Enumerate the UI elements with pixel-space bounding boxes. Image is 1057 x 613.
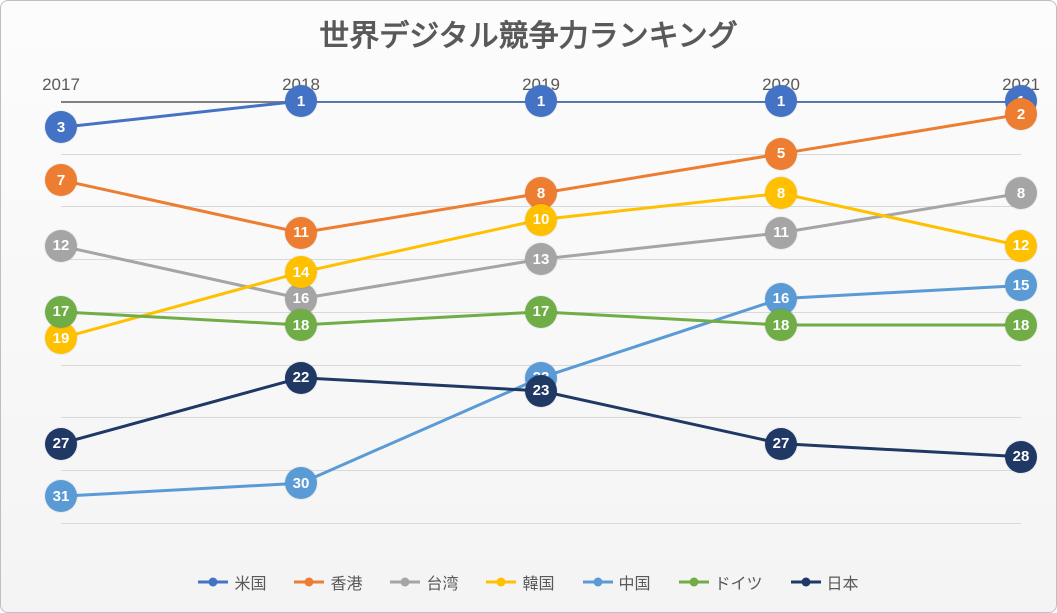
data-point-cn: 31 — [45, 480, 77, 512]
data-point-label: 14 — [293, 264, 310, 281]
data-point-tw: 13 — [525, 243, 557, 275]
legend-label: 米国 — [234, 570, 266, 594]
data-point-jp: 28 — [1005, 441, 1037, 473]
data-point-us: 1 — [525, 85, 557, 117]
data-point-label: 27 — [773, 435, 790, 452]
data-point-label: 15 — [1013, 277, 1030, 294]
x-axis-year-label: 2017 — [42, 75, 80, 95]
data-point-label: 28 — [1013, 448, 1030, 465]
data-point-jp: 23 — [525, 375, 557, 407]
data-point-cn: 30 — [285, 467, 317, 499]
data-point-hk: 5 — [765, 138, 797, 170]
data-point-kr: 12 — [1005, 230, 1037, 262]
data-point-tw: 12 — [45, 230, 77, 262]
legend-label: 台湾 — [426, 570, 458, 594]
data-point-label: 1 — [777, 93, 785, 110]
data-point-kr: 14 — [285, 256, 317, 288]
data-point-tw: 8 — [1005, 177, 1037, 209]
plot-area: 2017201820192020202131111711852121613118… — [61, 101, 1021, 549]
legend-label: 韓国 — [522, 570, 554, 594]
data-point-label: 11 — [293, 224, 309, 241]
legend-item-cn: 中国 — [583, 570, 651, 594]
legend-label: 日本 — [827, 570, 859, 594]
data-point-label: 8 — [1017, 185, 1025, 202]
data-point-tw: 11 — [765, 217, 797, 249]
data-point-kr: 10 — [525, 204, 557, 236]
legend-item-kr: 韓国 — [486, 570, 554, 594]
chart-title: 世界デジタル競争力ランキング — [11, 11, 1046, 55]
legend-label: 香港 — [330, 570, 362, 594]
data-point-label: 2 — [1017, 106, 1025, 123]
data-point-label: 16 — [293, 290, 310, 307]
data-point-label: 5 — [777, 145, 785, 162]
data-point-hk: 11 — [285, 217, 317, 249]
data-point-label: 18 — [773, 317, 790, 334]
chart-container: 世界デジタル競争力ランキング 2017201820192020202131111… — [0, 0, 1057, 613]
data-point-de: 17 — [525, 296, 557, 328]
data-point-hk: 7 — [45, 164, 77, 196]
data-point-kr: 8 — [765, 177, 797, 209]
data-point-de: 17 — [45, 296, 77, 328]
legend-item-us: 米国 — [198, 570, 266, 594]
legend: 米国 香港 台湾 韓国 中国 ドイツ 日本 — [1, 570, 1056, 594]
data-point-label: 7 — [57, 172, 65, 189]
data-point-label: 8 — [777, 185, 785, 202]
data-point-label: 11 — [773, 224, 789, 241]
data-point-de: 18 — [1005, 309, 1037, 341]
data-point-us: 3 — [45, 111, 77, 143]
data-point-jp: 27 — [765, 428, 797, 460]
data-point-label: 1 — [537, 93, 545, 110]
data-point-label: 18 — [293, 317, 310, 334]
data-point-label: 27 — [53, 435, 70, 452]
data-point-label: 10 — [533, 211, 550, 228]
data-point-label: 8 — [537, 185, 545, 202]
legend-item-jp: 日本 — [791, 570, 859, 594]
data-point-label: 17 — [53, 303, 70, 320]
data-point-jp: 27 — [45, 428, 77, 460]
data-point-label: 12 — [53, 237, 70, 254]
data-point-de: 18 — [285, 309, 317, 341]
data-point-label: 13 — [533, 251, 550, 268]
data-point-label: 31 — [53, 488, 70, 505]
data-point-label: 23 — [533, 382, 550, 399]
data-point-label: 3 — [57, 119, 65, 136]
data-point-label: 1 — [297, 93, 305, 110]
data-point-label: 18 — [1013, 317, 1030, 334]
legend-item-tw: 台湾 — [390, 570, 458, 594]
data-point-us: 1 — [285, 85, 317, 117]
data-point-label: 22 — [293, 369, 310, 386]
data-point-label: 17 — [533, 303, 550, 320]
legend-label: ドイツ — [715, 570, 763, 594]
data-point-label: 16 — [773, 290, 790, 307]
data-point-label: 19 — [53, 330, 70, 347]
legend-item-de: ドイツ — [679, 570, 763, 594]
data-point-jp: 22 — [285, 362, 317, 394]
data-point-hk: 2 — [1005, 98, 1037, 130]
legend-label: 中国 — [619, 570, 651, 594]
data-point-label: 12 — [1013, 237, 1030, 254]
data-point-cn: 15 — [1005, 269, 1037, 301]
data-point-de: 18 — [765, 309, 797, 341]
legend-item-hk: 香港 — [294, 570, 362, 594]
data-point-label: 30 — [293, 475, 310, 492]
data-point-us: 1 — [765, 85, 797, 117]
